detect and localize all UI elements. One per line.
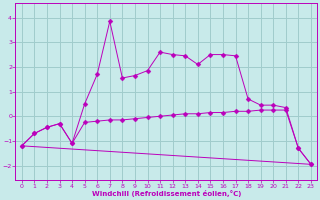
X-axis label: Windchill (Refroidissement éolien,°C): Windchill (Refroidissement éolien,°C): [92, 190, 241, 197]
